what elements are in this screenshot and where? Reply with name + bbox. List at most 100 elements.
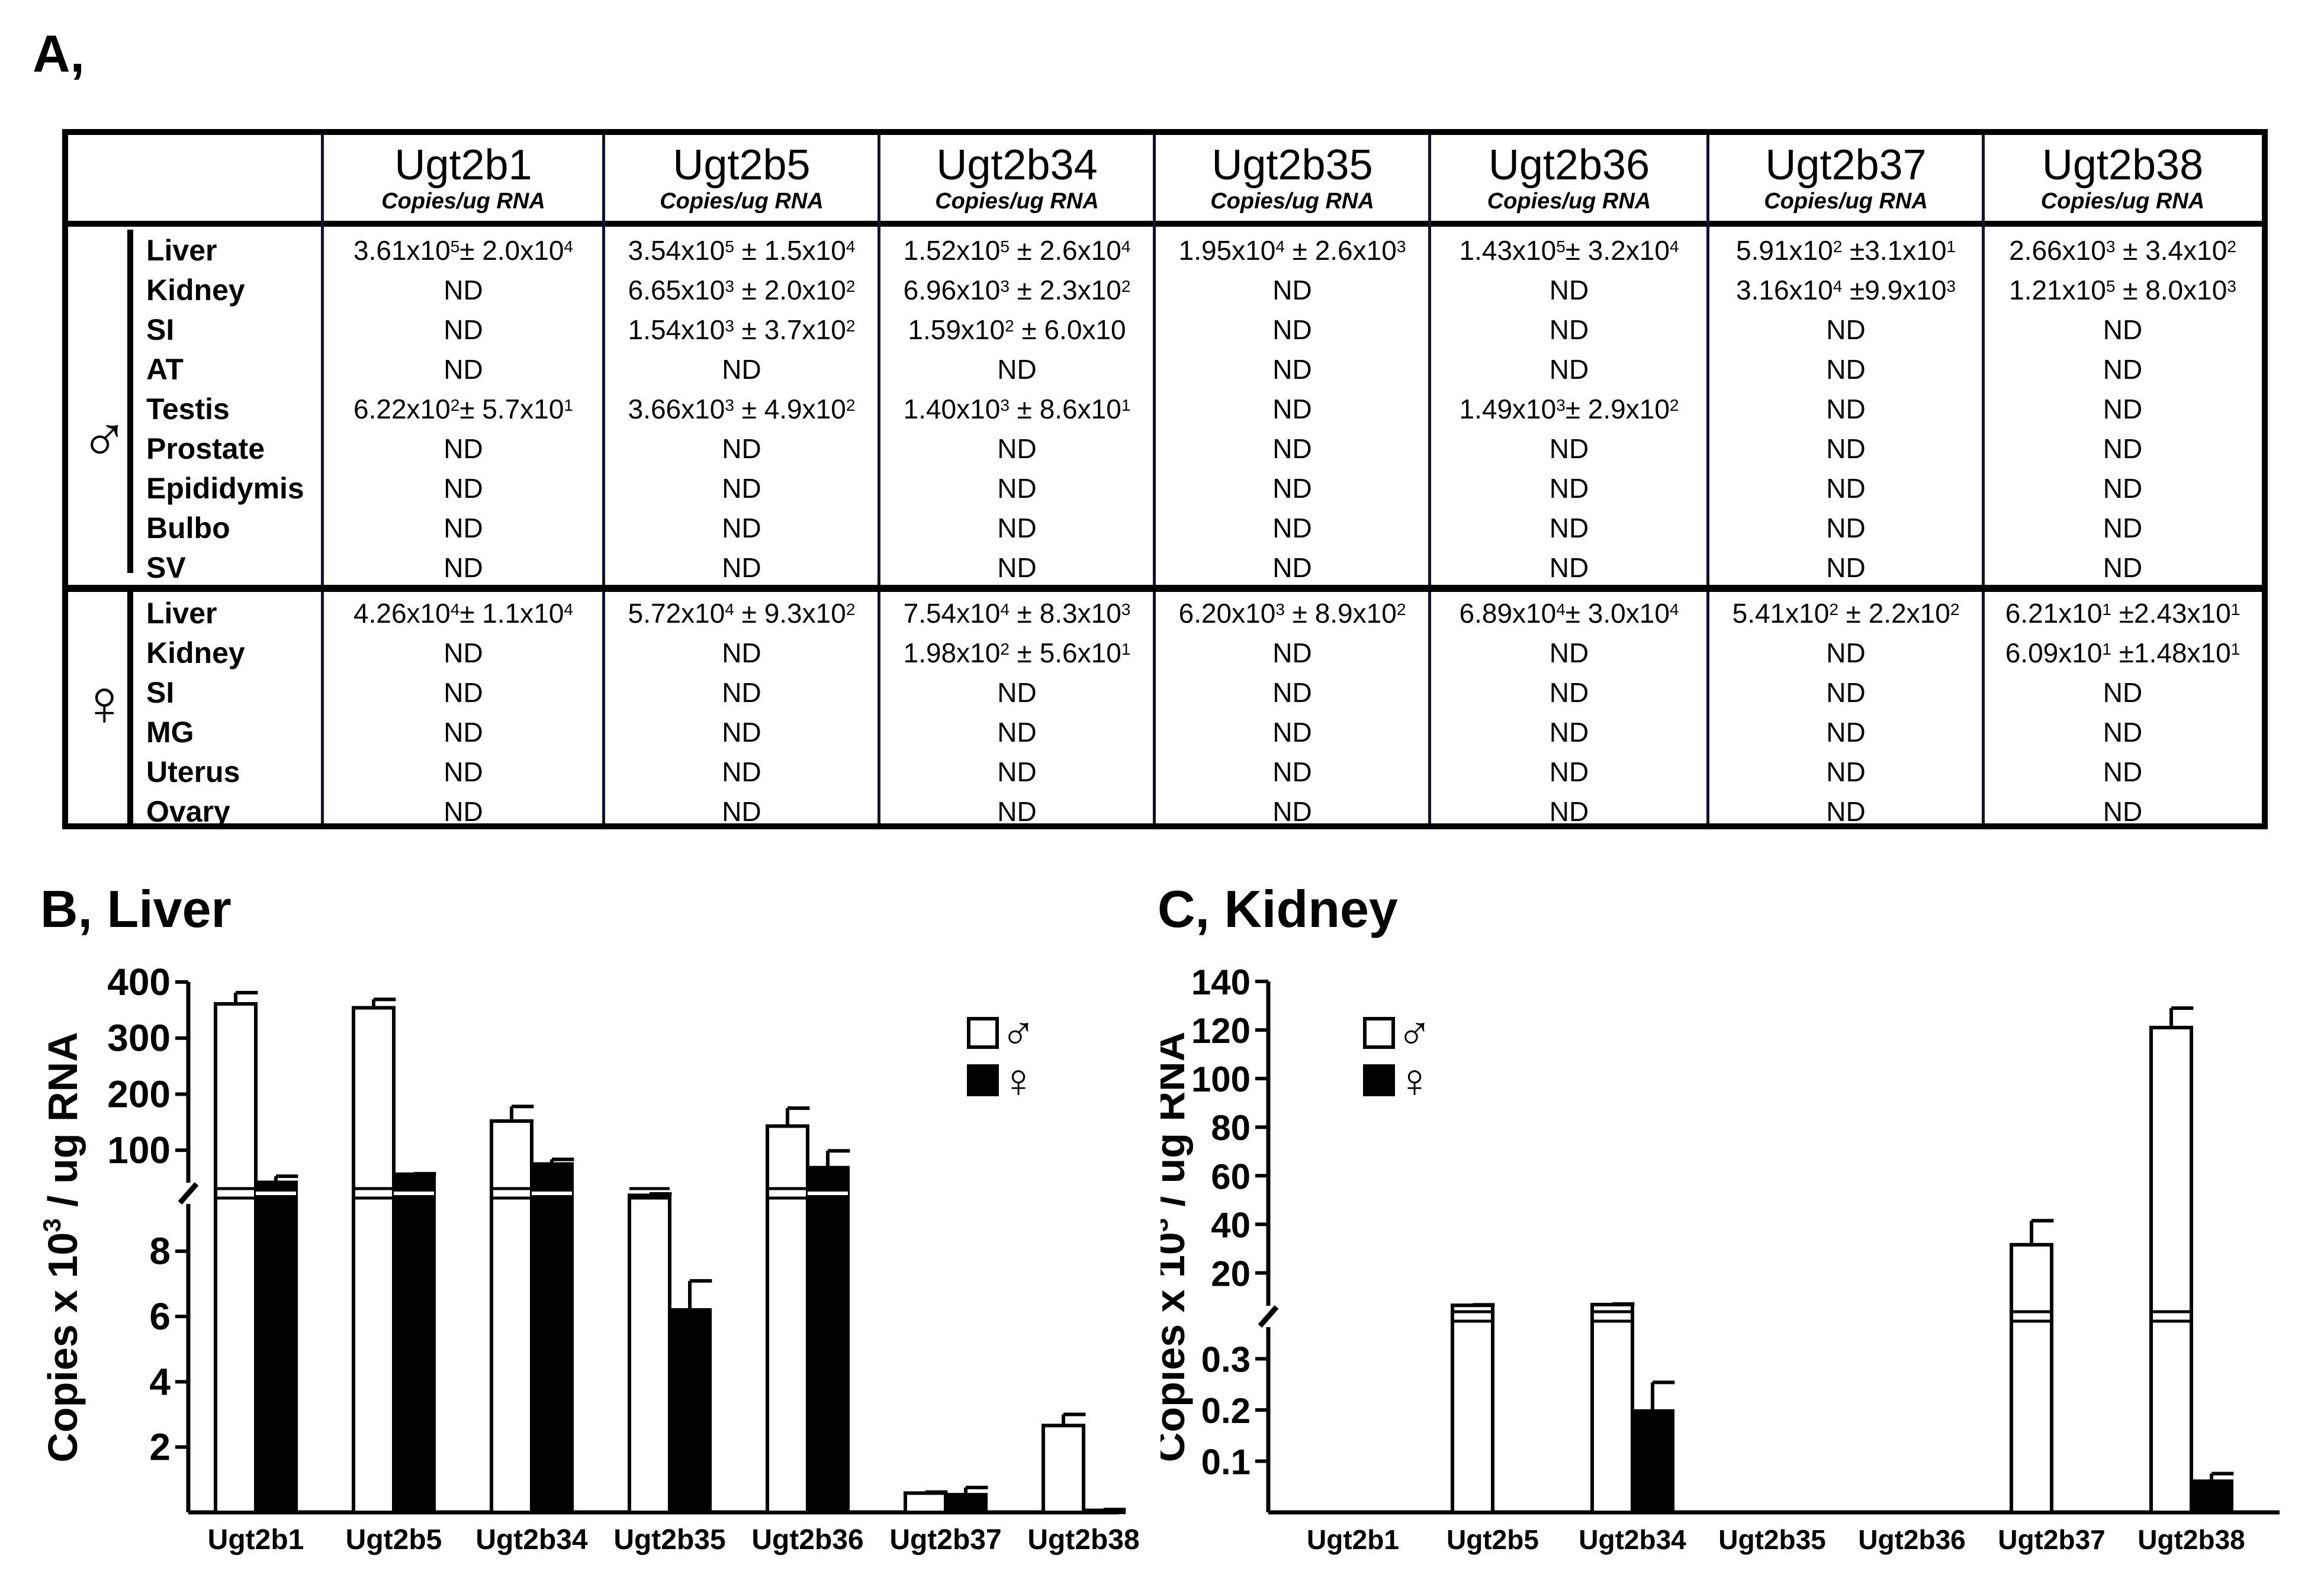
female-cell: ND (2103, 717, 2143, 748)
legend-symbol-male: ♂ (1397, 1007, 1432, 1060)
female-tissue-liver: Liver (146, 597, 217, 630)
male-group-bar (127, 230, 133, 573)
legend-swatch-female (967, 1064, 999, 1096)
x-category-label: Ugt2b34 (1579, 1524, 1686, 1555)
male-symbol: ♂ (80, 403, 129, 476)
male-cell: 1.59x102 ± 6.0x10 (908, 314, 1126, 345)
y-tick-label: 400 (107, 961, 171, 1003)
female-cell: ND (722, 756, 761, 787)
bar-male-ugt2b38 (1042, 1424, 1085, 1515)
male-cell: 6.65x103 ± 2.0x102 (628, 275, 856, 305)
column-gene-name: Ugt2b34 (936, 141, 1098, 189)
female-cell: ND (1826, 677, 1866, 708)
y-tick-label: 4 (149, 1360, 171, 1403)
bar-female-ugt2b5 (392, 1172, 436, 1514)
table-header-row: Ugt2b1 Copies/ug RNA Ugt2b5 Copies/ug RNA Ug… (68, 135, 2262, 227)
expression-table: Ugt2b1 Copies/ug RNA Ugt2b5 Copies/ug RNA Ug… (62, 129, 2268, 829)
x-category-label: Ugt2b1 (1307, 1524, 1399, 1555)
female-cell: ND (443, 677, 483, 708)
column-divider (1706, 135, 1709, 823)
male-cell: ND (2103, 314, 2143, 345)
female-cell: ND (1272, 756, 1312, 787)
column-unit: Copies/ug RNA (1487, 189, 1651, 214)
female-cell: ND (443, 638, 483, 668)
male-cell: ND (722, 552, 761, 583)
female-cell: ND (1826, 638, 1866, 668)
female-cell: 5.41x102 ± 2.2x102 (1732, 598, 1960, 629)
bar-male-ugt2b38 (2149, 1025, 2193, 1514)
y-tick-label: 40 (1211, 1205, 1251, 1245)
female-cell: 6.20x103 ± 8.9x102 (1178, 598, 1406, 629)
male-tissue-at: AT (146, 353, 184, 386)
female-cell: ND (2103, 756, 2143, 787)
male-cell: ND (443, 314, 483, 345)
male-cell: ND (443, 354, 483, 385)
bar-female-ugt2b38 (2190, 1479, 2233, 1514)
column-unit: Copies/ug RNA (381, 189, 545, 214)
y-tick-label: 60 (1211, 1157, 1251, 1196)
female-cell: 6.09x101 ±1.48x101 (2005, 638, 2241, 668)
liver-chart: 2 4 6 8 100 200 300 400 Copies x 103 / ug RNA Ugt… (38, 961, 1140, 1556)
male-cell: ND (1549, 473, 1589, 504)
column-divider (877, 135, 880, 823)
female-cell: 1.98x102 ± 5.6x101 (903, 638, 1131, 668)
female-tissue-uterus: Uterus (146, 755, 240, 788)
y-tick-label: 100 (107, 1129, 171, 1171)
male-cell: ND (443, 513, 483, 543)
female-cell: ND (1272, 677, 1312, 708)
column-header-ugt2b1: Ugt2b1 Copies/ug RNA (323, 135, 604, 221)
legend-symbol-male: ♂ (1001, 1007, 1036, 1060)
column-gene-name: Ugt2b1 (394, 141, 532, 189)
column-header-ugt2b5: Ugt2b5 Copies/ug RNA (604, 135, 879, 221)
female-tissue-si: SI (146, 676, 175, 709)
male-tissue-bulbo: Bulbo (146, 511, 230, 545)
female-cell: ND (443, 756, 483, 787)
legend-swatch-male (967, 1017, 999, 1049)
male-cell: ND (722, 513, 761, 543)
x-category-label: Ugt2b36 (1858, 1524, 1965, 1555)
column-divider (1428, 135, 1431, 823)
panel-a-label: A, (33, 24, 85, 83)
x-category-label: Ugt2b38 (1027, 1524, 1139, 1556)
male-cell: ND (443, 433, 483, 464)
male-cell: ND (1549, 433, 1589, 464)
male-cell: 1.95x104 ± 2.6x103 (1178, 235, 1406, 266)
female-cell: 7.54x104 ± 8.3x103 (903, 598, 1131, 629)
male-cell: ND (2103, 354, 2143, 385)
male-cell: 6.22x102± 5.7x101 (353, 394, 573, 424)
axis-break-mark (178, 1182, 199, 1205)
male-cell: ND (722, 473, 761, 504)
male-cell: ND (443, 275, 483, 305)
male-cell: ND (1549, 314, 1589, 345)
x-category-label: Ugt2b35 (613, 1524, 725, 1556)
female-cell: ND (1272, 796, 1312, 827)
male-cell: ND (1549, 354, 1589, 385)
male-cell: ND (1272, 513, 1312, 543)
male-tissue-testis: Testis (146, 392, 230, 426)
x-category-label: Ugt2b34 (475, 1524, 588, 1556)
male-cell: 6.96x103 ± 2.3x102 (903, 275, 1131, 305)
bar-female-ugt2b36 (806, 1166, 850, 1514)
male-cell: ND (1272, 314, 1312, 345)
bar-male-ugt2b37 (904, 1491, 947, 1514)
bar-male-ugt2b1 (214, 1002, 258, 1515)
male-cell: 3.66x103 ± 4.9x102 (628, 394, 856, 424)
x-category-label: Ugt2b1 (208, 1524, 304, 1556)
legend-symbol-female: ♀ (1001, 1054, 1036, 1107)
female-symbol: ♀ (80, 667, 129, 739)
male-tissue-sv: SV (146, 551, 186, 584)
bar-female-ugt2b1 (254, 1180, 298, 1514)
male-tissue-kidney: Kidney (146, 273, 245, 307)
male-cell: ND (997, 354, 1037, 385)
bar-male-ugt2b35 (628, 1193, 671, 1515)
female-tissue-ovary: Ovary (146, 795, 230, 828)
male-cell: ND (2103, 552, 2143, 583)
male-cell: ND (1549, 552, 1589, 583)
female-cell: 4.26x104± 1.1x104 (353, 598, 573, 629)
female-cell: ND (997, 796, 1037, 827)
panel-b-title: B, Liver (40, 880, 232, 938)
x-category-label: Ugt2b36 (751, 1524, 863, 1556)
male-cell: ND (1826, 394, 1866, 424)
male-cell: ND (2103, 433, 2143, 464)
bar-male-ugt2b36 (766, 1124, 809, 1514)
